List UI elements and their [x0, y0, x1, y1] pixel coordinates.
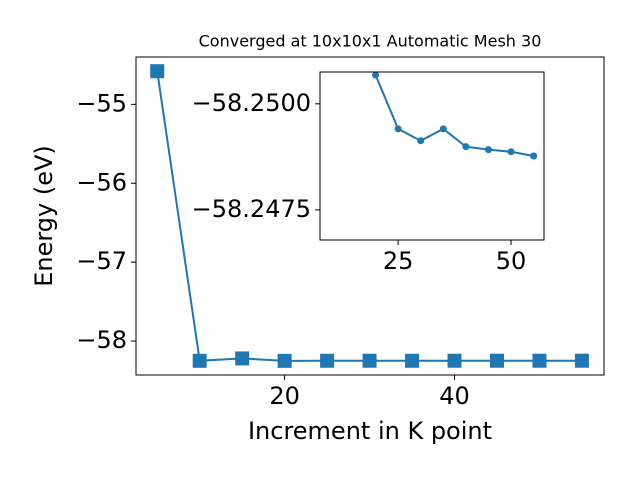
- point: [507, 148, 515, 156]
- plot-area: [320, 72, 544, 240]
- y-tick-label: −56: [76, 168, 127, 196]
- x-axis-label: Increment in K point: [248, 417, 492, 445]
- axes-frame: [319, 71, 545, 241]
- point: [530, 152, 538, 160]
- axes-frame: [135, 56, 605, 376]
- point: [405, 353, 420, 368]
- point: [320, 353, 335, 368]
- point: [150, 64, 165, 79]
- plot-content: [372, 72, 538, 160]
- point: [417, 137, 425, 145]
- point: [484, 146, 492, 154]
- point: [235, 351, 250, 366]
- y-tick-label: −57: [76, 247, 127, 275]
- y-tick-label: −58: [76, 326, 127, 354]
- y-tick-label: −55: [76, 89, 127, 117]
- point: [192, 353, 207, 368]
- chart-title: Converged at 10x10x1 Automatic Mesh 30: [199, 32, 542, 51]
- x-tick-label: 50: [496, 247, 527, 275]
- point: [447, 353, 462, 368]
- y-tick-label: −58.2500: [192, 89, 311, 117]
- point: [489, 353, 504, 368]
- point: [372, 72, 380, 79]
- plot-content: [150, 64, 589, 368]
- x-tick-label: 20: [269, 382, 300, 410]
- point: [532, 353, 547, 368]
- x-tick-label: 40: [439, 382, 470, 410]
- x-tick-label: 25: [383, 247, 414, 275]
- point: [574, 353, 589, 368]
- point: [462, 143, 470, 151]
- series-line: [374, 74, 534, 157]
- point: [277, 353, 292, 368]
- point: [439, 125, 447, 133]
- point: [362, 353, 377, 368]
- y-tick-label: −58.2475: [192, 195, 311, 223]
- y-axis-label: Energy (eV): [30, 145, 58, 287]
- point: [394, 125, 402, 133]
